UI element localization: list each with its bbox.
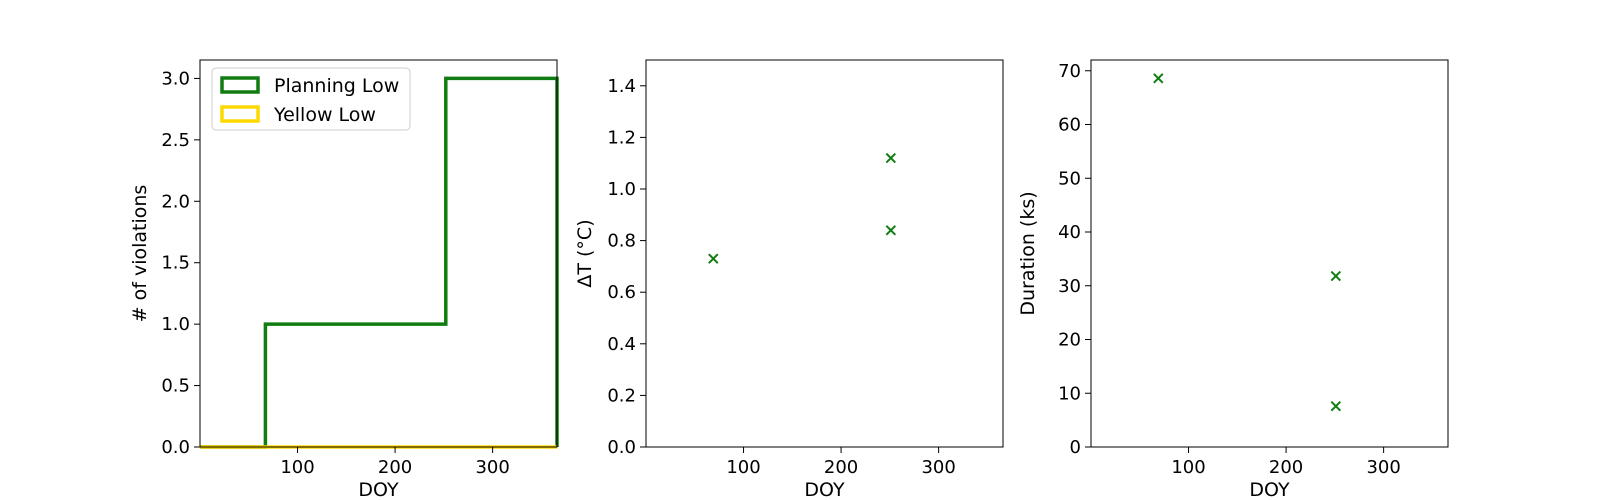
y-axis-label: Duration (ks) [1017, 191, 1039, 315]
y-tick-label: 2.5 [161, 130, 190, 151]
axes-frame [199, 59, 558, 448]
legend-box [211, 67, 411, 131]
y-tick-label: 1.0 [607, 179, 636, 200]
axes-frame [1090, 59, 1449, 448]
legend-swatch-yellow-low [220, 105, 260, 123]
y-tick-label: 0.2 [607, 385, 636, 406]
legend-label: Planning Low [274, 75, 399, 97]
y-tick-label: 30 [1058, 276, 1081, 297]
y-tick-label: 0.6 [607, 282, 636, 303]
data-point [1330, 270, 1342, 282]
data-point [1330, 400, 1342, 412]
legend: Planning Low Yellow Low [211, 67, 411, 131]
y-tick-label: 1.4 [607, 76, 636, 97]
chart-panel-2: 100 200 300 0.0 0.2 0.4 0.6 0.8 1.0 1.2 1.4 DOY ΔT (… [574, 59, 1004, 500]
y-tick-label: 0.5 [161, 376, 190, 397]
legend-swatch-planning-low [220, 76, 260, 94]
series-line-planning-low [200, 76, 559, 449]
x-tick-label: 200 [824, 457, 858, 478]
data-point-stroke-b [885, 152, 897, 164]
x-tick-label: 300 [1366, 457, 1400, 478]
y-axis-label: ΔT (°C) [574, 219, 596, 287]
y-tick-label: 10 [1058, 383, 1081, 404]
y-tick-label: 40 [1058, 222, 1081, 243]
data-point [885, 225, 897, 236]
x-tick-label: 100 [726, 457, 760, 478]
x-tick-label: 100 [1171, 457, 1205, 478]
data-point [885, 152, 897, 164]
axes-frame [645, 59, 1004, 448]
data-point-stroke-b [1330, 270, 1342, 282]
y-tick-label: 20 [1058, 330, 1081, 351]
x-tick-label: 300 [921, 457, 955, 478]
y-tick-label: 3.0 [161, 68, 190, 89]
y-tick-label: 2.0 [161, 191, 190, 212]
y-tick-label: 0 [1070, 437, 1081, 458]
y-tick-label: 1.5 [161, 253, 190, 274]
legend-label: Yellow Low [273, 104, 376, 126]
y-tick-label: 0.4 [607, 334, 636, 355]
x-tick-label: 300 [475, 457, 509, 478]
y-tick-label: 0.8 [607, 231, 636, 252]
y-tick-label: 0.0 [161, 437, 190, 458]
y-axis-label: # of violations [129, 185, 151, 323]
y-tick-label: 1.0 [161, 314, 190, 335]
y-tick-label: 70 [1058, 61, 1081, 82]
chart-panel-3: 100 200 300 0 10 20 30 40 50 60 70 DOY Duration (ks) [1017, 59, 1449, 500]
chart-panel-1: 100 200 300 0.0 0.5 1.0 1.5 2.0 2.5 3.0 DOY # of vi… [129, 59, 559, 500]
x-axis-label: DOY [358, 479, 399, 500]
x-tick-label: 200 [378, 457, 412, 478]
x-axis-label: DOY [1249, 479, 1290, 500]
data-point [708, 253, 719, 264]
y-tick-label: 60 [1058, 115, 1081, 136]
data-point-stroke-b [885, 225, 897, 236]
y-tick-label: 0.0 [607, 437, 636, 458]
x-axis-label: DOY [804, 479, 845, 500]
data-point-stroke-b [1153, 73, 1164, 84]
data-point-stroke-b [708, 253, 719, 264]
x-tick-label: 200 [1269, 457, 1303, 478]
y-tick-label: 50 [1058, 168, 1081, 189]
data-point-stroke-b [1330, 400, 1342, 412]
x-tick-label: 100 [280, 457, 314, 478]
y-tick-label: 1.2 [607, 127, 636, 148]
data-point [1153, 73, 1164, 84]
